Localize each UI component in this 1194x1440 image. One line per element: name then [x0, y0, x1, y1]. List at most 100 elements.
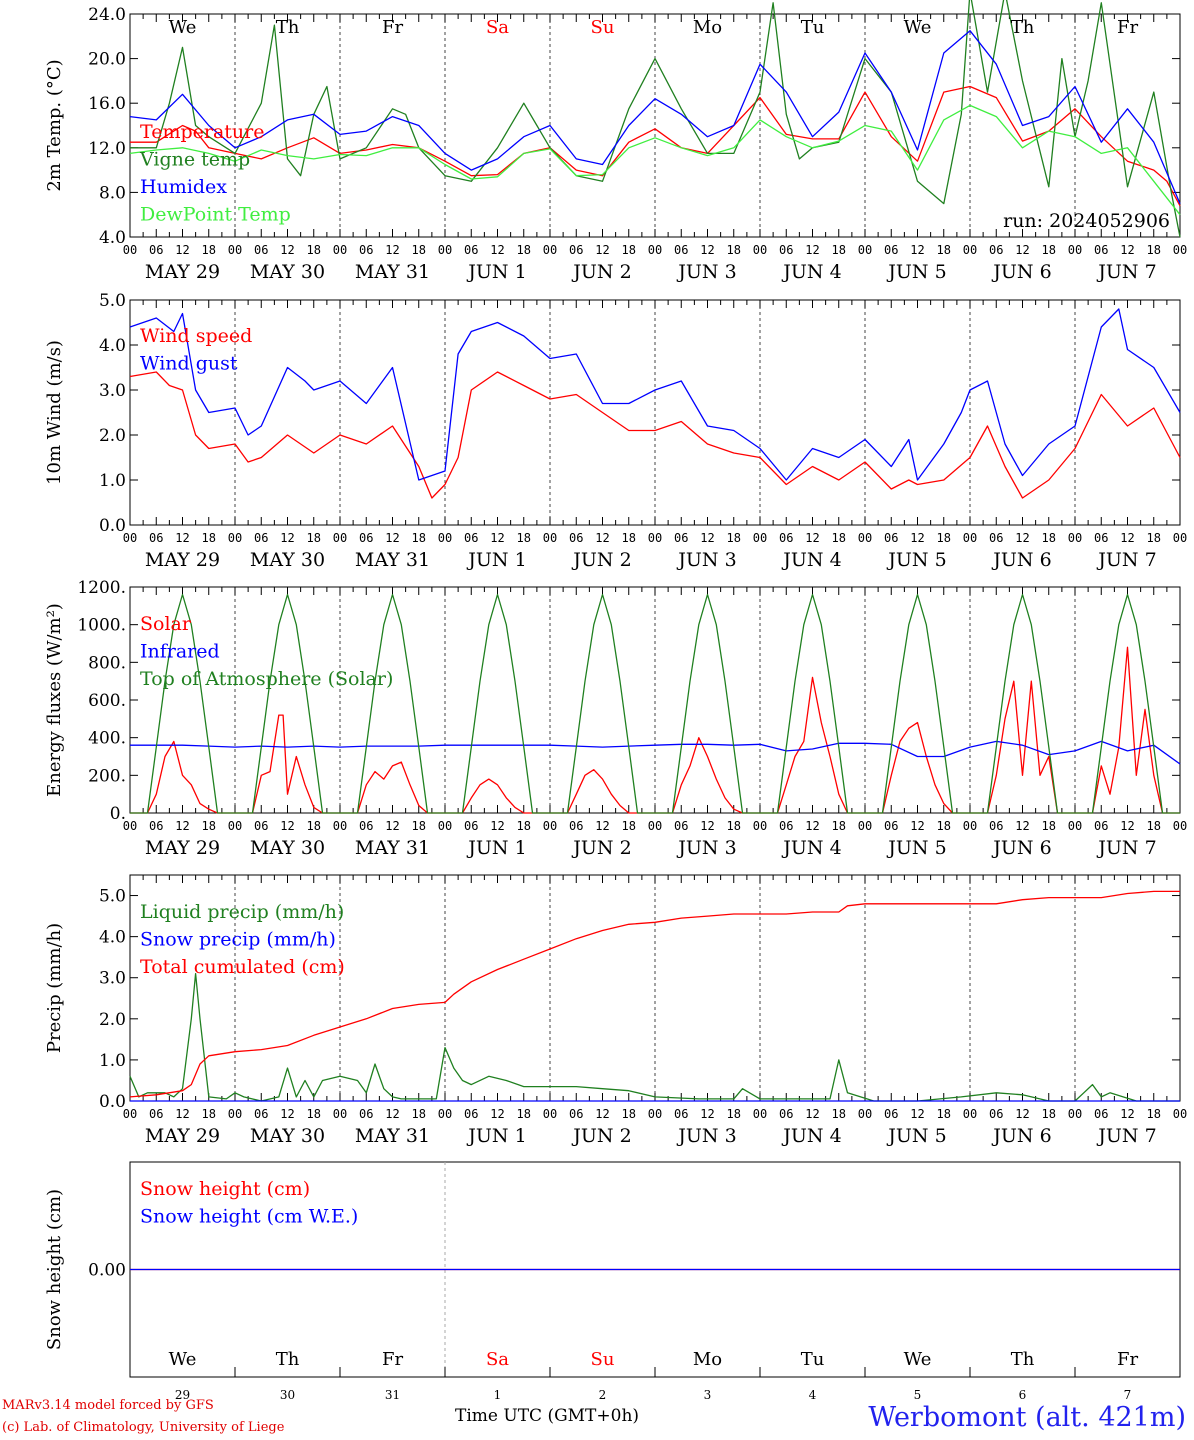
hour-tick-label: 06	[569, 819, 583, 833]
date-label: JUN 7	[1096, 1125, 1156, 1147]
y-tick-label: 4.0	[99, 336, 126, 356]
hour-tick-label: 00	[648, 243, 662, 257]
hour-tick-label: 06	[989, 819, 1003, 833]
hour-tick-label: 18	[202, 243, 216, 257]
date-label: JUN 4	[781, 837, 841, 859]
hour-tick-label: 00	[228, 243, 242, 257]
hour-tick-label: 00	[1173, 1107, 1187, 1121]
legend-entry: Snow height (cm W.E.)	[140, 1206, 358, 1228]
legend-entry: Solar	[140, 613, 192, 635]
date-label: MAY 30	[250, 1125, 325, 1147]
y-tick-label: 600.	[88, 691, 126, 711]
y-tick-label: 800.	[88, 653, 126, 673]
weekday-label: Fr	[1117, 1349, 1138, 1370]
series-line	[130, 0, 1181, 238]
hour-tick-label: 12	[700, 1107, 714, 1121]
date-label: MAY 30	[250, 261, 325, 283]
hour-tick-label: 00	[1068, 1107, 1082, 1121]
weekday-label: We	[904, 1349, 932, 1370]
hour-tick-label: 00	[228, 531, 242, 545]
weekday-label: Sa	[486, 1349, 509, 1370]
hour-tick-label: 00	[963, 531, 977, 545]
day-number-label: 4	[809, 1388, 817, 1402]
legend-entry: DewPoint Temp	[140, 204, 291, 226]
hour-tick-label: 00	[648, 1107, 662, 1121]
y-tick-label: 24.0	[88, 5, 126, 25]
date-label: JUN 5	[886, 549, 946, 571]
y-tick-label: 5.0	[99, 887, 126, 907]
date-label: MAY 29	[145, 837, 220, 859]
weekday-label: Th	[1011, 17, 1035, 38]
y-axis-label: 10m Wind (m/s)	[44, 340, 65, 485]
hour-tick-label: 00	[438, 819, 452, 833]
hour-tick-label: 06	[149, 243, 163, 257]
hour-tick-label: 18	[517, 243, 531, 257]
day-number-label: 29	[175, 1388, 190, 1402]
hour-tick-label: 06	[359, 531, 373, 545]
hour-tick-label: 00	[1173, 531, 1187, 545]
plot-frame	[129, 299, 1181, 526]
legend-entry: Top of Atmosphere (Solar)	[140, 668, 393, 690]
date-label: MAY 31	[355, 1125, 430, 1147]
hour-tick-label: 18	[1147, 1107, 1161, 1121]
y-tick-label: 0.	[110, 804, 126, 824]
y-axis-label: Energy fluxes (W/m²)	[44, 603, 65, 797]
y-tick-label: 400.	[88, 729, 126, 749]
hour-tick-label: 12	[595, 1107, 609, 1121]
y-tick-label: 1200.	[77, 578, 126, 598]
hour-tick-label: 12	[805, 819, 819, 833]
hour-tick-label: 12	[700, 819, 714, 833]
hour-tick-label: 12	[910, 243, 924, 257]
hour-tick-label: 12	[1015, 243, 1029, 257]
hour-tick-label: 18	[1147, 243, 1161, 257]
hour-tick-label: 18	[412, 819, 426, 833]
hour-tick-label: 06	[779, 819, 793, 833]
y-tick-label: 4.0	[99, 228, 126, 248]
hour-tick-label: 00	[858, 1107, 872, 1121]
date-label: JUN 4	[781, 549, 841, 571]
hour-tick-label: 06	[674, 819, 688, 833]
hour-tick-label: 00	[123, 819, 137, 833]
hour-tick-label: 06	[359, 819, 373, 833]
lab-credit: (c) Lab. of Climatology, University of L…	[2, 1420, 285, 1435]
date-label: JUN 4	[781, 261, 841, 283]
hour-tick-label: 00	[648, 531, 662, 545]
hour-tick-label: 00	[858, 819, 872, 833]
date-label: JUN 3	[676, 261, 736, 283]
weekday-label: Fr	[382, 17, 403, 38]
day-number-label: 31	[385, 1388, 400, 1402]
hour-tick-label: 12	[175, 1107, 189, 1121]
hour-tick-label: 18	[202, 819, 216, 833]
weekday-label: Th	[276, 1349, 300, 1370]
date-label: MAY 31	[355, 261, 430, 283]
hour-tick-label: 06	[569, 243, 583, 257]
y-tick-label: 8.0	[99, 183, 126, 203]
hour-tick-label: 06	[1094, 819, 1108, 833]
weekday-label: Th	[1011, 1349, 1035, 1370]
legend-entry: Snow precip (mm/h)	[140, 929, 336, 951]
hour-tick-label: 18	[517, 1107, 531, 1121]
series-line	[129, 972, 1180, 1102]
hour-tick-label: 06	[989, 243, 1003, 257]
legend-entry: Liquid precip (mm/h)	[140, 901, 344, 923]
hour-tick-label: 00	[333, 531, 347, 545]
hour-tick-label: 12	[910, 819, 924, 833]
hour-tick-label: 12	[280, 243, 294, 257]
hour-tick-label: 12	[700, 243, 714, 257]
hour-tick-label: 00	[228, 819, 242, 833]
date-label: MAY 29	[145, 261, 220, 283]
hour-tick-label: 06	[359, 1107, 373, 1121]
legend-entry: Wind gust	[140, 353, 238, 375]
hour-tick-label: 00	[1068, 531, 1082, 545]
hour-tick-label: 12	[910, 1107, 924, 1121]
hour-tick-label: 12	[175, 243, 189, 257]
hour-tick-label: 00	[753, 1107, 767, 1121]
date-label: MAY 29	[145, 1125, 220, 1147]
hour-tick-label: 06	[779, 243, 793, 257]
hour-tick-label: 00	[648, 819, 662, 833]
hour-tick-label: 06	[254, 819, 268, 833]
hour-tick-label: 18	[412, 1107, 426, 1121]
hour-tick-label: 06	[884, 819, 898, 833]
weekday-label: Th	[276, 17, 300, 38]
hour-tick-label: 06	[779, 1107, 793, 1121]
